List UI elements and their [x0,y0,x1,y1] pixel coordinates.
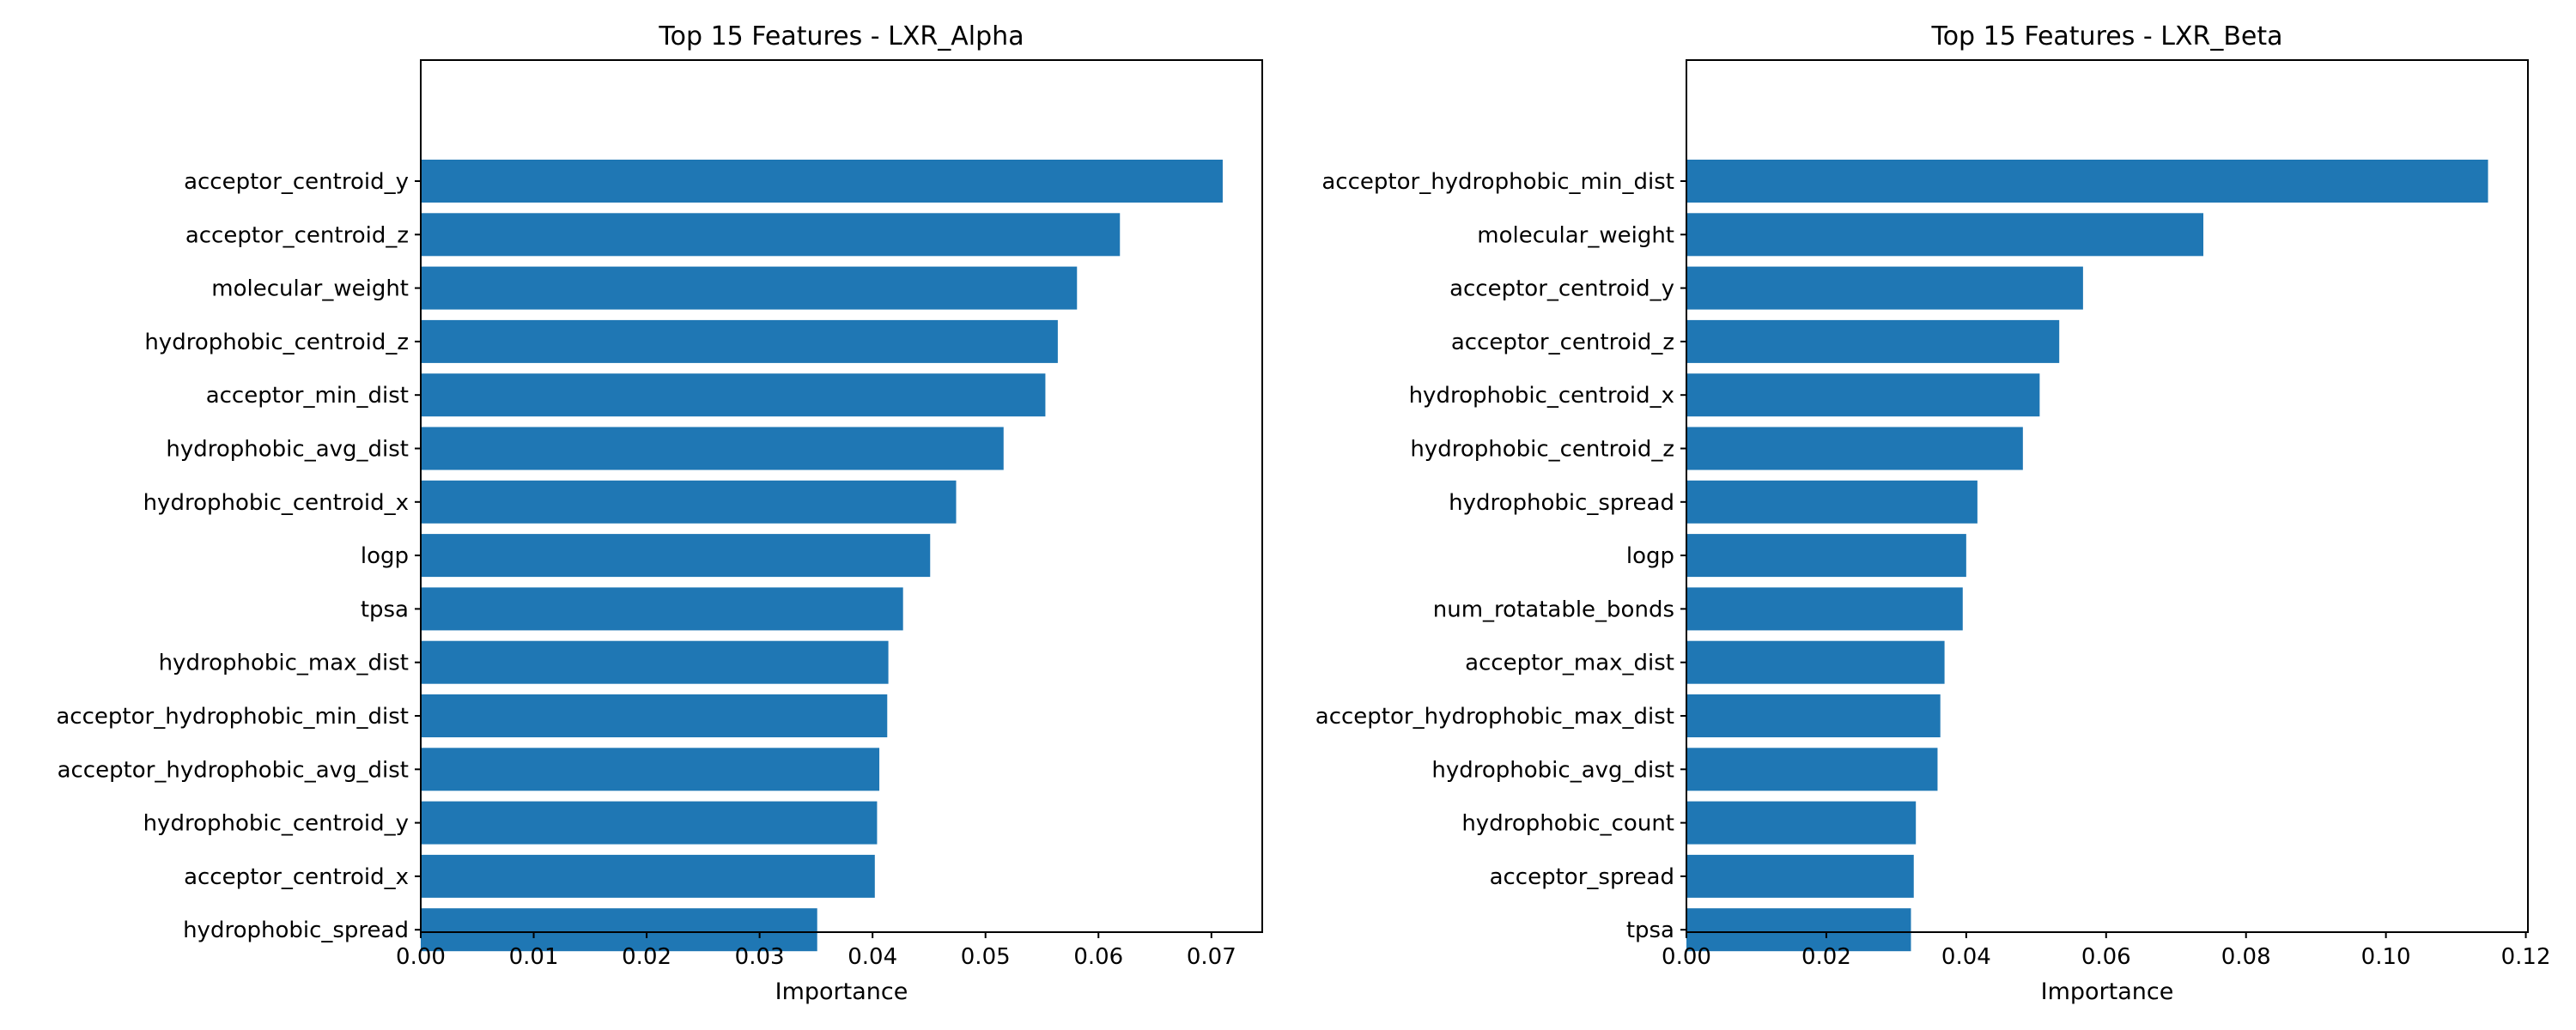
bar [421,854,875,898]
bar [1686,748,1938,791]
x-axis-label: Importance [775,978,908,1005]
y-tick-label: acceptor_hydrophobic_avg_dist [58,757,409,783]
chart-lxr-beta: Top 15 Features - LXR_Beta acceptor_hydr… [1315,21,2551,1005]
y-tick-label: tpsa [1626,918,1674,943]
bar [1686,587,1963,631]
y-tick-label: acceptor_centroid_y [1449,276,1674,302]
x-tick-label: 0.04 [848,944,897,970]
y-tick-label: tpsa [361,597,409,622]
bar [421,694,888,737]
x-tick-label: 0.00 [1662,944,1711,970]
y-tick-label: hydrophobic_centroid_z [144,330,409,355]
y-tick-label: hydrophobic_centroid_x [1409,383,1674,409]
x-tick-label: 0.00 [396,944,446,970]
bar [421,213,1121,257]
axes-frame [420,59,1263,933]
chart-lxr-alpha: Top 15 Features - LXR_Alpha acceptor_cen… [56,21,1263,1005]
y-tick-label: num_rotatable_bonds [1433,597,1674,622]
x-tick-label: 0.05 [961,944,1011,970]
x-tick-label: 0.06 [2081,944,2131,970]
bar-group [421,160,1223,952]
x-tick-label: 0.03 [735,944,785,970]
y-tick-label: acceptor_centroid_y [184,169,409,195]
y-tick-label: hydrophobic_centroid_x [143,490,409,516]
bar [421,801,878,845]
y-tick-label: logp [361,543,409,569]
y-tick-label: hydrophobic_spread [1449,490,1674,516]
y-tick-label: acceptor_centroid_z [1451,330,1674,355]
x-tick-label: 0.12 [2501,944,2551,970]
y-tick-label: acceptor_spread [1490,864,1674,890]
bar [1686,534,1966,578]
y-tick-labels: acceptor_hydrophobic_min_dist molecular_w… [1315,169,1686,943]
bar [421,480,957,524]
x-ticks: 0.00 0.02 0.04 0.06 0.08 0.10 0.12 [1662,932,2551,970]
y-tick-label: acceptor_centroid_z [185,222,409,248]
y-tick-label: hydrophobic_spread [183,918,409,943]
bar [1686,480,1978,524]
x-tick-label: 0.01 [509,944,559,970]
y-tick-label: acceptor_hydrophobic_min_dist [56,704,409,730]
x-tick-label: 0.08 [2221,944,2271,970]
bar [421,373,1046,417]
bar [421,587,903,631]
y-tick-label: molecular_weight [211,276,409,302]
y-tick-label: hydrophobic_centroid_z [1410,437,1674,463]
bar [421,908,817,952]
x-tick-label: 0.02 [1801,944,1851,970]
y-tick-label: logp [1626,543,1674,569]
bar [421,266,1078,310]
chart-title: Top 15 Features - LXR_Alpha [658,21,1024,52]
y-tick-label: hydrophobic_centroid_y [143,811,409,837]
bar [1686,640,1945,684]
y-tick-label: acceptor_hydrophobic_min_dist [1321,169,1674,195]
x-ticks: 0.00 0.01 0.02 0.03 0.04 0.05 0.06 0.07 [396,932,1236,970]
bar [421,160,1223,203]
bar [421,748,880,791]
bar [1686,373,2040,417]
y-tick-label: acceptor_hydrophobic_max_dist [1315,704,1674,730]
axes-frame [1686,59,2529,933]
y-tick-labels: acceptor_centroid_y acceptor_centroid_zmo… [56,169,421,943]
bar [421,319,1058,363]
x-tick-label: 0.07 [1187,944,1236,970]
y-tick-label: acceptor_max_dist [1465,651,1674,676]
bar [1686,908,1911,952]
x-tick-label: 0.02 [622,944,671,970]
bar [421,640,889,684]
bar [1686,213,2204,257]
x-tick-label: 0.10 [2361,944,2411,970]
x-tick-label: 0.06 [1073,944,1123,970]
bar [1686,801,1917,845]
x-axis-label: Importance [2041,978,2174,1005]
y-tick-label: acceptor_min_dist [206,383,409,409]
bar [1686,427,2023,470]
x-tick-label: 0.04 [1941,944,1991,970]
bar [1686,266,2083,310]
bar [421,427,1004,470]
bar [1686,854,1914,898]
y-tick-label: hydrophobic_max_dist [159,651,409,676]
y-tick-label: molecular_weight [1477,222,1674,248]
y-tick-label: hydrophobic_avg_dist [1431,757,1674,783]
y-tick-label: hydrophobic_avg_dist [166,437,409,463]
bar [1686,319,2060,363]
bar [421,534,931,578]
bar [1686,694,1941,737]
bar-group [1686,160,2488,952]
y-tick-label: hydrophobic_count [1461,811,1674,837]
bar [1686,160,2488,203]
chart-title: Top 15 Features - LXR_Beta [1930,21,2282,52]
y-tick-label: acceptor_centroid_x [184,864,409,890]
